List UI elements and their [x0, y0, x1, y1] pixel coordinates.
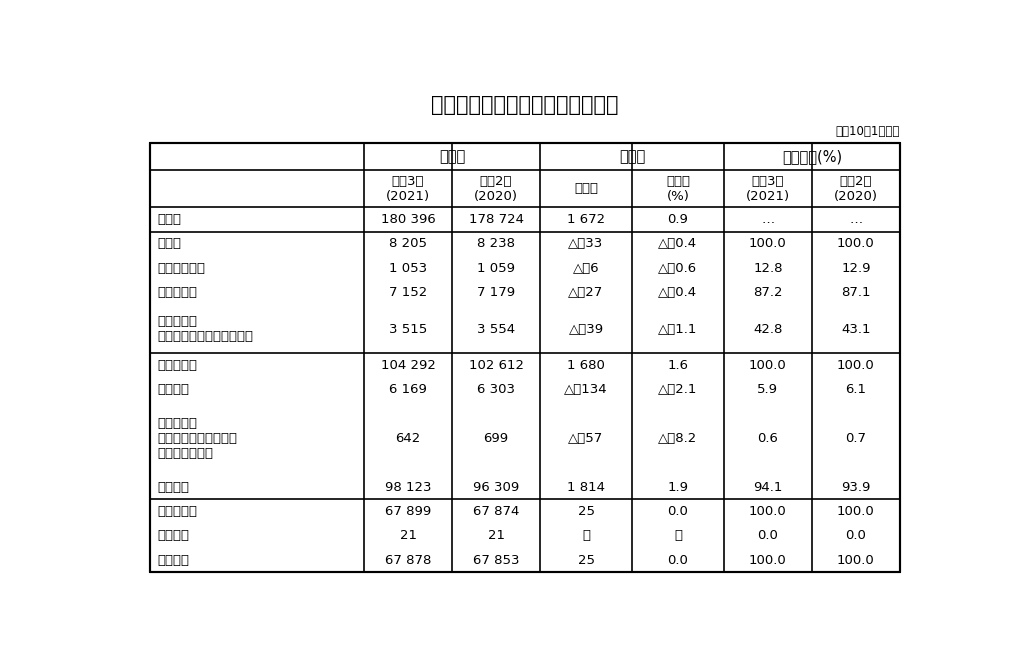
Text: 67 878: 67 878	[385, 554, 431, 567]
Text: 0.6: 0.6	[758, 432, 778, 445]
Text: 一般診療所: 一般診療所	[158, 359, 198, 372]
Text: 精神科病院: 精神科病院	[158, 262, 206, 275]
Text: △　0.4: △ 0.4	[658, 286, 697, 299]
Text: 21: 21	[487, 529, 505, 543]
Text: △　6: △ 6	[572, 262, 599, 275]
Text: 1 053: 1 053	[389, 262, 427, 275]
Text: 0.0: 0.0	[668, 554, 688, 567]
Text: 構成割合(%): 構成割合(%)	[781, 150, 842, 165]
Text: 無　床: 無 床	[158, 554, 189, 567]
Text: 増減数: 増減数	[574, 182, 598, 195]
Text: 642: 642	[395, 432, 421, 445]
Text: …: …	[761, 213, 774, 226]
Text: 100.0: 100.0	[749, 505, 786, 518]
Text: 87.1: 87.1	[841, 286, 870, 299]
Text: 21: 21	[399, 529, 417, 543]
Text: 7 179: 7 179	[477, 286, 515, 299]
Text: 98 123: 98 123	[385, 481, 431, 494]
Text: 93.9: 93.9	[841, 481, 870, 494]
Text: 100.0: 100.0	[837, 359, 874, 372]
Text: 3 515: 3 515	[389, 323, 427, 335]
Text: 6 303: 6 303	[477, 383, 515, 396]
Text: 有　床: 有 床	[158, 383, 189, 396]
Text: △　0.6: △ 0.6	[658, 262, 697, 275]
Text: 令和2年
(2020): 令和2年 (2020)	[834, 175, 878, 203]
Text: 3 554: 3 554	[477, 323, 515, 335]
Text: 病　院: 病 院	[158, 237, 181, 251]
Text: 6 169: 6 169	[389, 383, 427, 396]
Text: △　1.1: △ 1.1	[658, 323, 697, 335]
Bar	[150, 144, 900, 572]
Text: 令和3年
(2021): 令和3年 (2021)	[386, 175, 430, 203]
Text: 歯科診療所: 歯科診療所	[158, 505, 198, 518]
Text: …: …	[849, 213, 862, 226]
Text: 178 724: 178 724	[469, 213, 523, 226]
Text: 67 899: 67 899	[385, 505, 431, 518]
Text: 8 238: 8 238	[477, 237, 515, 251]
Text: 0.0: 0.0	[758, 529, 778, 543]
Text: 1.6: 1.6	[668, 359, 688, 372]
Text: 5.9: 5.9	[758, 383, 778, 396]
Text: 100.0: 100.0	[837, 505, 874, 518]
Text: 6.1: 6.1	[846, 383, 866, 396]
Text: 100.0: 100.0	[837, 554, 874, 567]
Text: 対前年: 対前年	[618, 150, 645, 165]
Text: 67 853: 67 853	[473, 554, 519, 567]
Text: 0.7: 0.7	[846, 432, 866, 445]
Text: 1 814: 1 814	[567, 481, 605, 494]
Text: 総　数: 総 数	[158, 213, 181, 226]
Text: 180 396: 180 396	[381, 213, 435, 226]
Text: 12.8: 12.8	[753, 262, 782, 275]
Text: 無　床: 無 床	[158, 481, 189, 494]
Text: 100.0: 100.0	[749, 237, 786, 251]
Text: －: －	[674, 529, 682, 543]
Text: △　33: △ 33	[568, 237, 604, 251]
Text: 1.9: 1.9	[668, 481, 688, 494]
Text: 0.0: 0.0	[846, 529, 866, 543]
Text: 表１　施設の種類別にみた施設数: 表１ 施設の種類別にみた施設数	[431, 95, 618, 115]
Text: 43.1: 43.1	[841, 323, 870, 335]
Text: 25: 25	[578, 505, 595, 518]
Text: 1 059: 1 059	[477, 262, 515, 275]
Text: 0.0: 0.0	[668, 505, 688, 518]
Text: △　57: △ 57	[568, 432, 604, 445]
Text: △　8.2: △ 8.2	[658, 432, 697, 445]
Text: 104 292: 104 292	[381, 359, 435, 372]
Text: 0.9: 0.9	[668, 213, 688, 226]
Text: 25: 25	[578, 554, 595, 567]
Text: △　0.4: △ 0.4	[658, 237, 697, 251]
Text: △　27: △ 27	[568, 286, 604, 299]
Text: 1 680: 1 680	[567, 359, 605, 372]
Text: 増減率
(%): 増減率 (%)	[666, 175, 690, 203]
Text: 102 612: 102 612	[469, 359, 523, 372]
Text: 42.8: 42.8	[754, 323, 782, 335]
Text: 699: 699	[483, 432, 509, 445]
Text: △　134: △ 134	[564, 383, 608, 396]
Text: 87.2: 87.2	[753, 286, 782, 299]
Text: △　2.1: △ 2.1	[658, 383, 697, 396]
Text: 一般病院: 一般病院	[158, 286, 198, 299]
Text: 有　床: 有 床	[158, 529, 189, 543]
Text: 各年10月1日現在: 各年10月1日現在	[836, 125, 900, 138]
Text: 8 205: 8 205	[389, 237, 427, 251]
Text: 施設数: 施設数	[439, 150, 465, 165]
Text: 100.0: 100.0	[749, 554, 786, 567]
Text: 7 152: 7 152	[389, 286, 427, 299]
Text: 令和2年
(2020): 令和2年 (2020)	[474, 175, 518, 203]
Text: 12.9: 12.9	[841, 262, 870, 275]
Text: 1 672: 1 672	[567, 213, 605, 226]
Text: 96 309: 96 309	[473, 481, 519, 494]
Text: （再掲）
　　療養病床を有する
　　一般診療所: （再掲） 療養病床を有する 一般診療所	[158, 417, 238, 460]
Text: 令和3年
(2021): 令和3年 (2021)	[745, 175, 790, 203]
Text: 100.0: 100.0	[749, 359, 786, 372]
Text: （再掲）
　　療養病床を有する病院: （再掲） 療養病床を有する病院	[158, 315, 254, 343]
Text: 94.1: 94.1	[754, 481, 782, 494]
Text: △　39: △ 39	[568, 323, 603, 335]
Text: 67 874: 67 874	[473, 505, 519, 518]
Text: 100.0: 100.0	[837, 237, 874, 251]
Text: －: －	[582, 529, 590, 543]
